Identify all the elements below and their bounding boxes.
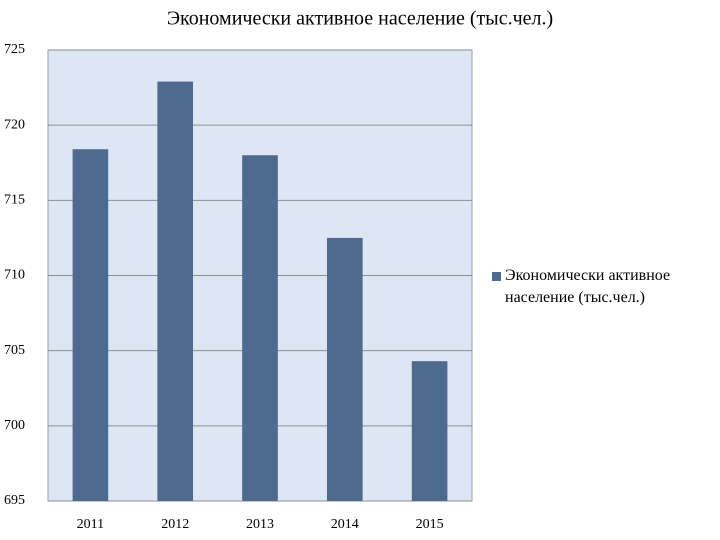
x-tick-label: 2015 bbox=[416, 517, 444, 532]
bar bbox=[157, 81, 194, 501]
y-tick-label: 700 bbox=[4, 418, 25, 433]
y-tick-label: 695 bbox=[4, 493, 25, 508]
bar bbox=[242, 155, 278, 501]
legend-label: Экономически активное население (тыс.чел… bbox=[505, 267, 671, 306]
chart-title: Экономически активное население (тыс.чел… bbox=[167, 8, 553, 30]
legend-swatch bbox=[492, 272, 501, 281]
x-tick-label: 2014 bbox=[331, 517, 359, 532]
bar bbox=[326, 237, 363, 501]
x-tick-label: 2013 bbox=[246, 517, 274, 532]
y-tick-label: 710 bbox=[4, 268, 25, 283]
y-tick-label: 725 bbox=[4, 42, 25, 57]
bar bbox=[72, 149, 109, 501]
x-tick-label: 2011 bbox=[77, 517, 104, 532]
x-tick-label: 2012 bbox=[161, 517, 189, 532]
y-tick-label: 705 bbox=[4, 343, 25, 358]
y-tick-label: 715 bbox=[4, 193, 25, 208]
legend: Экономически активное население (тыс.чел… bbox=[492, 265, 717, 309]
y-tick-label: 720 bbox=[4, 117, 25, 132]
bar bbox=[411, 361, 448, 501]
